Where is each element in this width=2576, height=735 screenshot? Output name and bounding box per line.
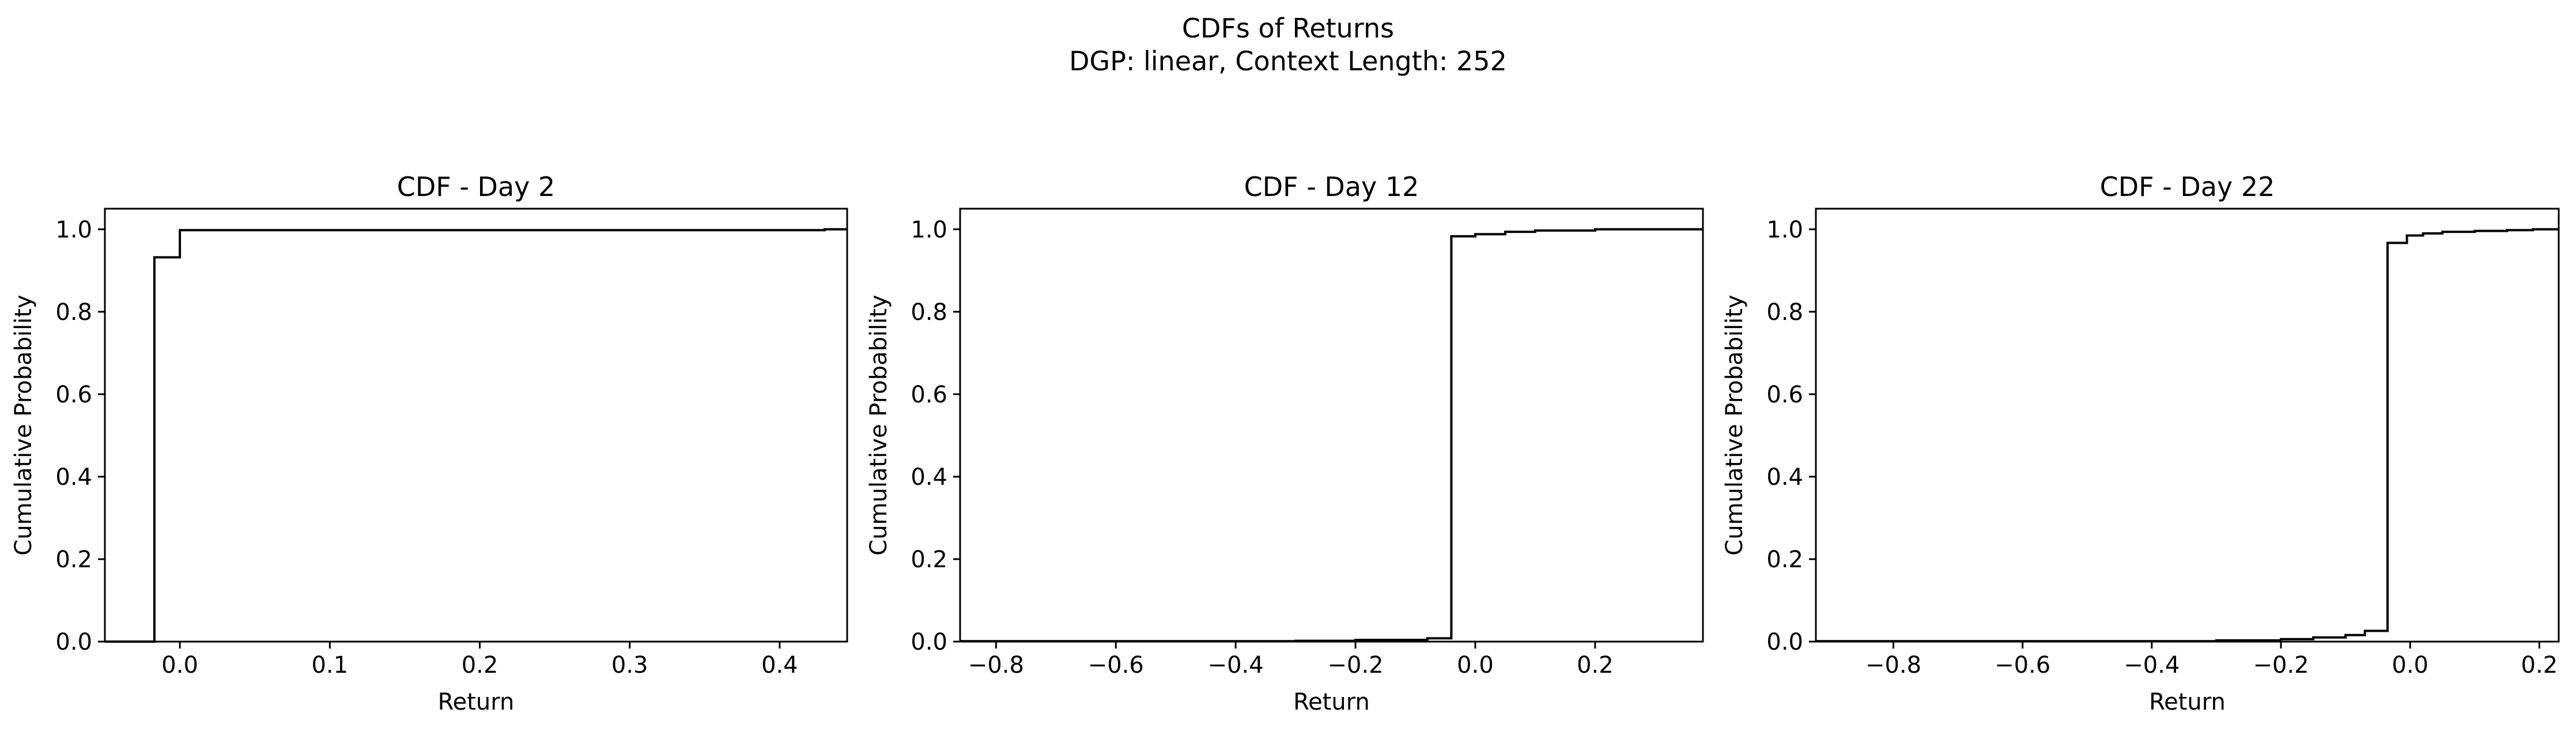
subplot-title: CDF - Day 2 <box>397 171 556 202</box>
y-tick-label: 0.0 <box>55 629 92 655</box>
y-axis-label: Cumulative Probability <box>866 295 892 555</box>
x-tick-label: 0.2 <box>2521 652 2558 679</box>
y-tick-label: 0.2 <box>55 546 92 573</box>
y-tick-label: 0.8 <box>911 299 947 326</box>
axes-frame <box>104 208 848 643</box>
subplot-day-2: CDF - Day 2 0.0 0.1 0.2 0.3 0.4 0.0 0.2 0.4 0.6 0.… <box>10 171 848 715</box>
cdf-step-line <box>960 228 1703 643</box>
x-tick-label: −0.6 <box>1995 652 2050 679</box>
x-tick-label: −0.2 <box>1328 652 1384 679</box>
subplot-title: CDF - Day 22 <box>2100 171 2275 202</box>
y-tick-label: 0.6 <box>55 382 92 408</box>
y-tick-label: 0.0 <box>1766 629 1803 655</box>
y-tick-label: 0.8 <box>55 299 92 326</box>
figure-title-line1: CDFs of Returns <box>1182 13 1394 44</box>
x-tick-label: 0.2 <box>1577 652 1614 679</box>
axes-frame <box>1815 208 2560 643</box>
x-tick-label: 0.1 <box>311 652 348 679</box>
y-tick-label: 0.6 <box>911 382 947 408</box>
x-tick-label: −0.4 <box>1208 652 1264 679</box>
x-tick-label: 0.3 <box>611 652 648 679</box>
y-tick-label: 1.0 <box>55 217 92 243</box>
subplot-day-12: CDF - Day 12 −0.8 −0.6 −0.4 −0.2 0.0 0.2 0.0 0.2… <box>866 171 1704 715</box>
y-tick-label: 1.0 <box>1766 217 1803 243</box>
y-axis-label: Cumulative Probability <box>10 295 37 555</box>
x-tick-label: 0.0 <box>2392 652 2428 679</box>
y-tick-label: 0.4 <box>1766 464 1803 491</box>
x-axis-label: Return <box>2149 689 2226 715</box>
x-tick-label: 0.0 <box>1457 652 1494 679</box>
y-tick-label: 0.6 <box>1766 382 1803 408</box>
y-tick-label: 1.0 <box>911 217 947 243</box>
x-tick-label: 0.0 <box>161 652 198 679</box>
y-tick-label: 0.2 <box>911 546 947 573</box>
cdf-step-line <box>105 228 847 643</box>
x-axis-label: Return <box>438 689 515 715</box>
subplot-title: CDF - Day 12 <box>1244 171 1419 202</box>
x-tick-label: −0.8 <box>968 652 1024 679</box>
cdf-step-line <box>1816 228 2559 643</box>
y-tick-label: 0.0 <box>911 629 947 655</box>
x-axis-label: Return <box>1293 689 1370 715</box>
figure-title-line2: DGP: linear, Context Length: 252 <box>1069 46 1507 77</box>
y-axis-label: Cumulative Probability <box>1721 295 1748 555</box>
x-tick-label: −0.6 <box>1088 652 1144 679</box>
y-tick-label: 0.2 <box>1766 546 1803 573</box>
subplot-day-22: CDF - Day 22 −0.8 −0.6 −0.4 −0.2 0.0 0.2 0.0 0.2… <box>1721 171 2560 715</box>
x-tick-label: −0.2 <box>2253 652 2309 679</box>
y-tick-label: 0.4 <box>911 464 947 491</box>
x-tick-label: 0.2 <box>462 652 498 679</box>
x-tick-label: 0.4 <box>761 652 798 679</box>
x-tick-label: −0.8 <box>1865 652 1921 679</box>
axes-frame <box>959 208 1704 643</box>
y-tick-label: 0.8 <box>1766 299 1803 326</box>
y-tick-label: 0.4 <box>55 464 92 491</box>
x-tick-label: −0.4 <box>2124 652 2180 679</box>
